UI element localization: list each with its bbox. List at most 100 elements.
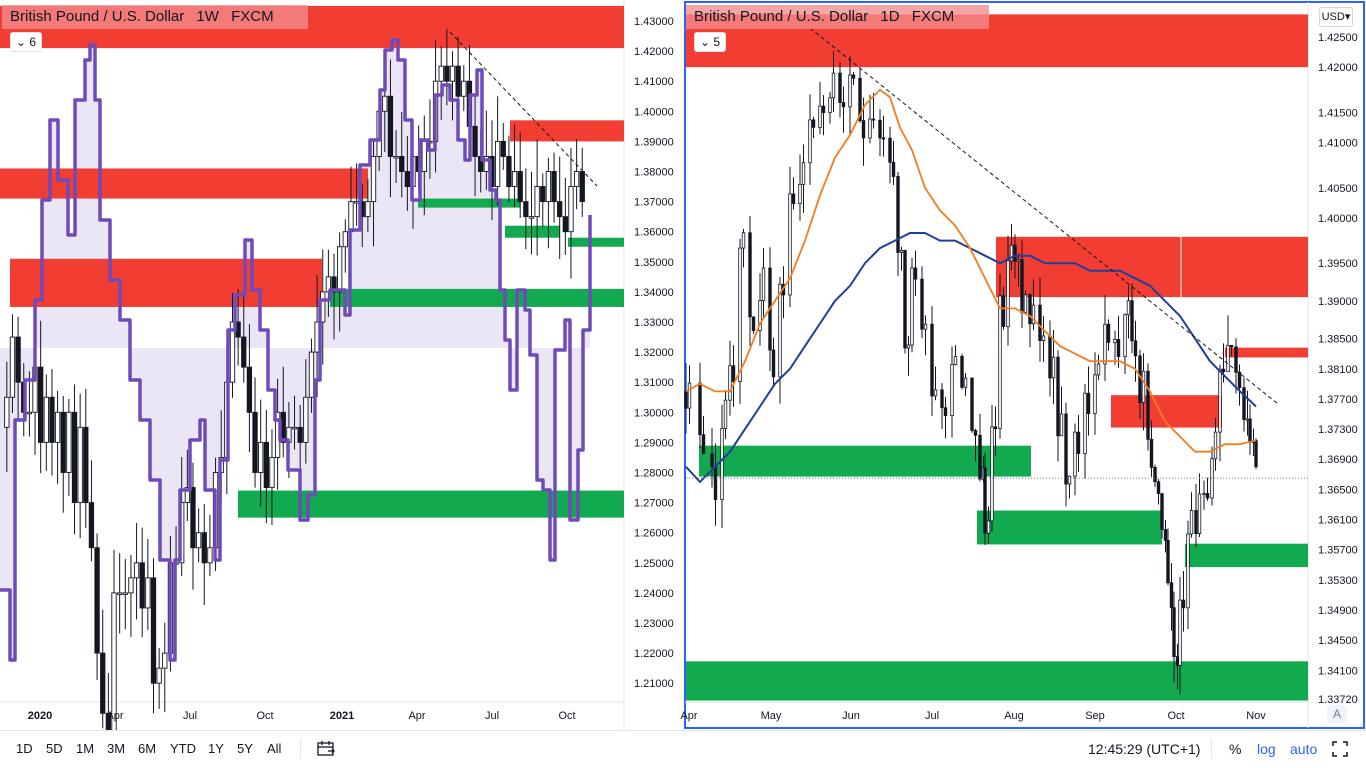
- left-candle-body: [551, 171, 557, 203]
- left-y-tick-label: 1.31000: [634, 377, 674, 389]
- right-candle-body: [818, 105, 822, 128]
- right-candle-body: [710, 453, 714, 467]
- range-6m-button[interactable]: 6M: [138, 741, 157, 756]
- left-candle-body: [133, 562, 140, 579]
- go-to-date-icon[interactable]: [316, 739, 336, 760]
- charts-canvas[interactable]: 1.43000 1.42000 1.41000 1.40000 1.39000 1.380…: [0, 0, 1366, 730]
- range-1y-button[interactable]: 1Y: [208, 741, 224, 756]
- right-y-tick-label: 1.36900: [1318, 454, 1358, 466]
- left-resistance-zone: [10, 258, 322, 307]
- left-candle-body: [207, 547, 213, 564]
- left-candle-body: [246, 366, 253, 413]
- left-candle-body: [71, 411, 78, 504]
- left-candle-body: [38, 366, 44, 443]
- right-support-zone: [686, 661, 1308, 701]
- log-scale-button[interactable]: log: [1257, 741, 1276, 757]
- right-candle-body: [1113, 339, 1117, 343]
- right-candle-body: [751, 316, 756, 332]
- right-candle-body: [771, 349, 776, 378]
- right-candle-body: [1146, 370, 1150, 440]
- left-candle-body: [557, 201, 563, 218]
- currency-selector[interactable]: USD▾: [1319, 7, 1353, 27]
- left-candle-body: [303, 396, 309, 443]
- right-candle-body: [1126, 300, 1131, 316]
- left-pane-legend: British Pound / U.S. Dollar 1W FXCM: [2, 5, 308, 29]
- left-candle-body: [365, 201, 371, 218]
- right-candle-body: [903, 250, 907, 349]
- right-x-tick-label: Oct: [1167, 710, 1184, 722]
- left-candle-body: [88, 502, 95, 549]
- right-candle-body: [748, 232, 752, 318]
- left-candle-body: [15, 336, 21, 383]
- range-ytd-button[interactable]: YTD: [170, 741, 196, 756]
- left-candle-body: [145, 577, 151, 609]
- left-x-tick-label: Oct: [256, 710, 273, 722]
- right-candle-body: [1083, 392, 1087, 454]
- right-candle-body: [1028, 294, 1032, 325]
- right-candle-body: [1106, 323, 1111, 343]
- right-candle-body: [738, 247, 742, 383]
- range-3m-button[interactable]: 3M: [107, 741, 126, 756]
- right-candle-body: [1237, 371, 1242, 389]
- left-y-tick-label: 1.34000: [634, 287, 674, 299]
- range-all-button[interactable]: All: [267, 741, 282, 756]
- range-1d-button[interactable]: 1D: [16, 741, 33, 756]
- right-candle-body: [1186, 533, 1190, 609]
- right-candle-body: [1172, 607, 1176, 657]
- range-5d-button[interactable]: 5D: [46, 741, 63, 756]
- left-support-zone: [238, 490, 624, 518]
- right-x-tick-label: Sep: [1085, 710, 1105, 722]
- left-x-tick-label: Oct: [558, 710, 575, 722]
- auto-scale-button[interactable]: A: [1327, 705, 1347, 723]
- percent-scale-button[interactable]: %: [1229, 741, 1242, 757]
- right-candle-body: [720, 428, 724, 501]
- left-interval-label: 1W: [196, 8, 219, 25]
- range-5y-button[interactable]: 5Y: [237, 741, 253, 756]
- right-resistance-zone: [1225, 347, 1308, 358]
- left-candle-body: [494, 140, 501, 187]
- left-candle-body: [337, 246, 343, 293]
- auto-scale-toggle[interactable]: auto: [1290, 741, 1318, 757]
- left-y-tick-label: 1.38000: [634, 167, 674, 179]
- right-candle-body: [1202, 493, 1206, 496]
- right-candle-body: [993, 426, 998, 429]
- right-y-tick-label: 1.38500: [1318, 334, 1358, 346]
- right-candle-body: [973, 430, 978, 436]
- clock-readout[interactable]: 12:45:29 (UTC+1): [1088, 741, 1201, 757]
- right-candle-body: [1153, 466, 1157, 483]
- right-candle-body: [687, 382, 692, 409]
- range-1m-button[interactable]: 1M: [76, 741, 95, 756]
- right-candle-body: [1194, 510, 1198, 535]
- left-candle-body: [9, 336, 16, 398]
- right-candle-body: [1013, 244, 1017, 262]
- right-candle-body: [713, 466, 718, 501]
- right-candle-body: [798, 183, 802, 204]
- right-candle-body: [1163, 529, 1168, 541]
- left-indicators-collapse[interactable]: ⌄ 6: [10, 32, 43, 52]
- right-candle-body: [1189, 510, 1194, 535]
- currency-label: USD: [1321, 11, 1345, 23]
- right-candle-body: [970, 377, 974, 431]
- left-candle-body: [534, 186, 540, 218]
- left-candle-body: [111, 592, 117, 730]
- right-candle-body: [698, 382, 702, 436]
- fullscreen-icon[interactable]: [1331, 740, 1349, 761]
- right-candle-body: [1123, 314, 1127, 357]
- right-candle-body: [1130, 300, 1134, 342]
- right-candle-body: [1001, 295, 1006, 328]
- left-candle-body: [579, 171, 585, 203]
- right-indicators-collapse[interactable]: ⌄ 5: [694, 32, 727, 52]
- right-candle-body: [1116, 339, 1121, 357]
- left-candle-body: [297, 426, 303, 443]
- left-y-tick-label: 1.30000: [634, 407, 674, 419]
- right-candle-body: [1181, 599, 1186, 609]
- left-candle-body: [201, 532, 207, 564]
- left-candle-body: [568, 186, 574, 233]
- left-y-tick-label: 1.42000: [634, 46, 674, 58]
- right-y-tick-label: 1.37300: [1318, 424, 1358, 436]
- right-candle-body: [1016, 259, 1021, 262]
- right-candle-body: [1048, 335, 1052, 379]
- right-candle-body: [1020, 259, 1024, 313]
- left-y-tick-label: 1.25000: [634, 558, 674, 570]
- right-candle-body: [920, 278, 924, 330]
